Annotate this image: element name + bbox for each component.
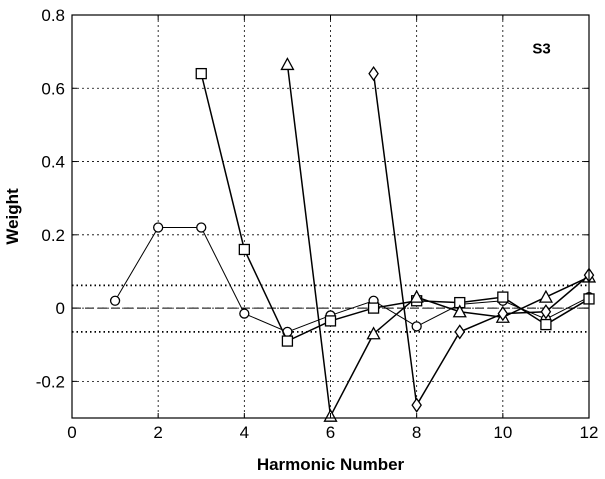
tick-labels: 0 2 4 6 8 10 12 -0.2 0 0.2 0.4 0.6 0.8 <box>36 6 599 442</box>
triangle-marker <box>452 304 467 318</box>
square-marker <box>324 315 337 327</box>
series-square <box>195 67 595 347</box>
x-tick-label: 0 <box>67 423 76 442</box>
series-line-square <box>200 73 590 343</box>
y-tick-label: -0.2 <box>36 372 65 391</box>
x-tick-label: 2 <box>153 423 162 442</box>
series-line-circle <box>114 226 590 333</box>
square-marker <box>367 302 380 314</box>
series-line-diamond <box>372 73 590 408</box>
circle-marker <box>109 295 121 306</box>
diamond-marker <box>454 324 466 340</box>
series-diamond <box>368 65 595 413</box>
square-marker <box>195 67 207 80</box>
x-tick-label: 12 <box>580 423 599 442</box>
triangle-marker <box>409 289 424 303</box>
diamond-marker <box>540 304 552 320</box>
diamond-marker <box>497 305 509 322</box>
square-marker <box>540 318 552 331</box>
x-tick-label: 8 <box>412 423 421 442</box>
y-axis-title: Weight <box>3 188 22 245</box>
x-axis-title: Harmonic Number <box>257 455 405 474</box>
x-tick-label: 6 <box>326 423 335 442</box>
series-group <box>109 57 597 422</box>
grid <box>72 15 589 418</box>
triangle-marker <box>538 289 554 303</box>
square-marker <box>281 335 294 347</box>
x-tick-label: 4 <box>240 423 249 442</box>
circle-marker <box>411 321 422 332</box>
square-marker <box>238 243 250 256</box>
y-tick-label: 0.2 <box>41 226 65 245</box>
circle-marker <box>153 222 164 233</box>
y-tick-label: 0.8 <box>41 6 65 25</box>
y-tick-label: 0.4 <box>41 153 65 172</box>
panel-annotation: S3 <box>532 40 550 57</box>
diamond-marker <box>368 65 379 82</box>
series-triangle <box>280 57 597 422</box>
circle-marker <box>239 308 250 319</box>
series-line-triangle <box>286 64 590 419</box>
triangle-marker <box>366 326 381 340</box>
y-tick-label: 0 <box>56 299 65 318</box>
series-circle <box>109 222 595 338</box>
y-tick-label: 0.6 <box>41 79 65 98</box>
circle-marker <box>196 222 207 233</box>
diamond-marker <box>411 397 422 413</box>
square-marker <box>497 291 509 303</box>
triangle-marker <box>280 57 295 71</box>
x-tick-label: 10 <box>493 423 512 442</box>
